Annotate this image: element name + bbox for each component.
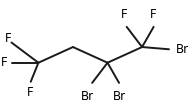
Text: F: F — [121, 8, 127, 21]
Text: F: F — [5, 32, 12, 45]
Text: Br: Br — [113, 90, 126, 103]
Text: Br: Br — [81, 90, 94, 103]
Text: F: F — [150, 8, 157, 21]
Text: F: F — [1, 56, 8, 69]
Text: Br: Br — [176, 43, 189, 56]
Text: F: F — [26, 86, 33, 99]
